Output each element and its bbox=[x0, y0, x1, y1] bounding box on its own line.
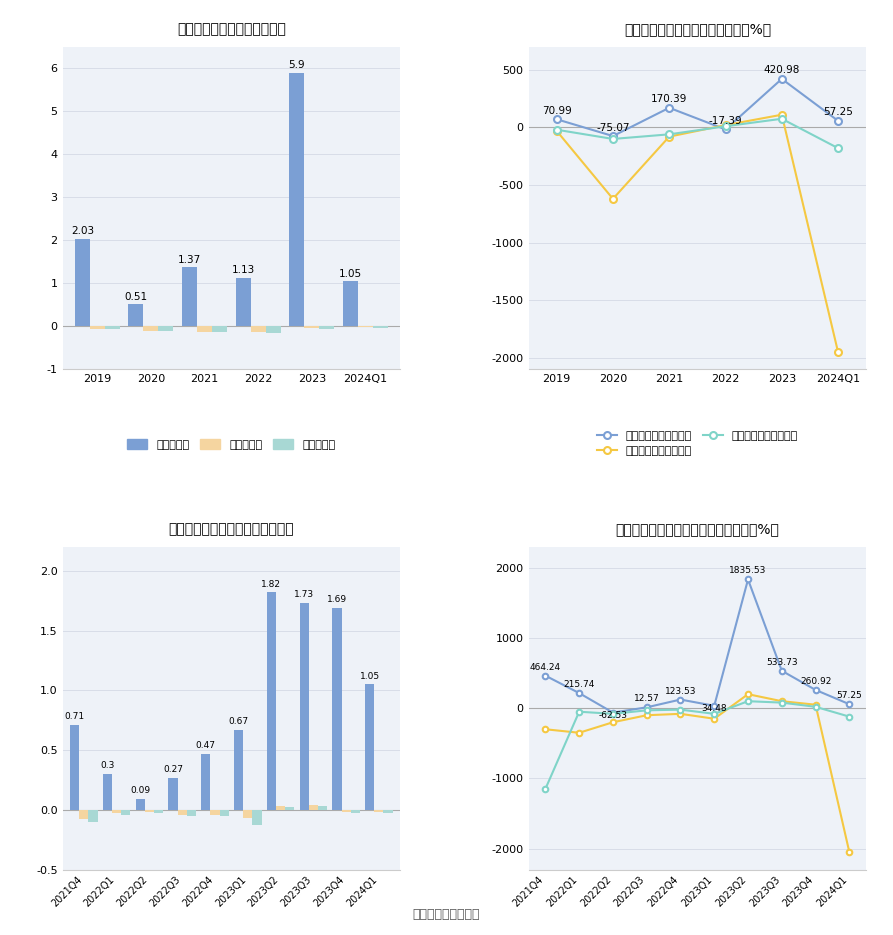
Bar bbox=[70, 725, 79, 810]
Text: 123.53: 123.53 bbox=[664, 686, 697, 696]
Bar bbox=[373, 326, 388, 327]
Bar bbox=[197, 326, 212, 332]
Text: 12.57: 12.57 bbox=[634, 695, 660, 703]
Legend: 营业总收入同比增长率, 归母净利润同比增长率, 扣非净利润同比增长率: 营业总收入同比增长率, 归母净利润同比增长率, 扣非净利润同比增长率 bbox=[592, 426, 803, 461]
Text: 数据来源：恒生聚源: 数据来源：恒生聚源 bbox=[413, 908, 480, 921]
Bar bbox=[332, 608, 341, 810]
Text: 0.51: 0.51 bbox=[124, 292, 147, 302]
Bar bbox=[320, 326, 334, 328]
Bar bbox=[201, 754, 211, 810]
Text: 0.47: 0.47 bbox=[196, 741, 216, 750]
Text: 1.37: 1.37 bbox=[178, 255, 201, 265]
Bar bbox=[285, 808, 295, 810]
Text: 0.09: 0.09 bbox=[130, 786, 150, 796]
Text: 215.74: 215.74 bbox=[563, 681, 595, 689]
Bar bbox=[178, 810, 187, 814]
Bar bbox=[154, 810, 163, 813]
Text: 533.73: 533.73 bbox=[766, 658, 797, 667]
Title: 历年营收、净利同比增长率情况（%）: 历年营收、净利同比增长率情况（%） bbox=[624, 22, 771, 36]
Bar bbox=[383, 810, 393, 813]
Bar bbox=[351, 810, 360, 813]
Text: 70.99: 70.99 bbox=[542, 106, 572, 116]
Text: 1835.53: 1835.53 bbox=[730, 567, 767, 575]
Text: 1.73: 1.73 bbox=[294, 591, 314, 599]
Bar bbox=[309, 805, 318, 810]
Text: 464.24: 464.24 bbox=[530, 663, 561, 671]
Text: 57.25: 57.25 bbox=[837, 691, 863, 700]
Text: 5.9: 5.9 bbox=[288, 60, 305, 70]
Bar bbox=[243, 810, 253, 818]
Text: 1.82: 1.82 bbox=[262, 580, 281, 589]
Bar bbox=[129, 305, 144, 326]
Bar bbox=[145, 810, 154, 813]
Text: 0.71: 0.71 bbox=[64, 712, 85, 722]
Bar bbox=[276, 806, 285, 810]
Text: 1.05: 1.05 bbox=[360, 671, 380, 681]
Bar bbox=[211, 810, 220, 814]
Text: 0.67: 0.67 bbox=[229, 717, 248, 726]
Text: 420.98: 420.98 bbox=[764, 65, 800, 76]
Bar bbox=[251, 326, 265, 332]
Bar bbox=[144, 326, 158, 331]
Bar bbox=[88, 810, 97, 822]
Bar bbox=[374, 810, 383, 813]
Text: 0.27: 0.27 bbox=[163, 765, 183, 774]
Bar bbox=[90, 326, 104, 328]
Text: 170.39: 170.39 bbox=[651, 94, 688, 105]
Bar bbox=[220, 810, 229, 815]
Bar bbox=[103, 774, 112, 810]
Text: 0.3: 0.3 bbox=[100, 761, 114, 770]
Bar bbox=[253, 810, 262, 826]
Title: 营收、净利同比增长率季度变动情况（%）: 营收、净利同比增长率季度变动情况（%） bbox=[615, 522, 780, 536]
Bar bbox=[234, 729, 243, 810]
Bar bbox=[212, 326, 227, 333]
Bar bbox=[75, 239, 90, 326]
Bar bbox=[318, 806, 327, 810]
Bar bbox=[305, 326, 320, 328]
Text: -17.39: -17.39 bbox=[709, 116, 742, 126]
Bar bbox=[169, 778, 178, 810]
Bar bbox=[79, 810, 88, 819]
Title: 历年营收、净利情况（亿元）: 历年营收、净利情况（亿元） bbox=[177, 22, 286, 36]
Bar bbox=[343, 281, 358, 326]
Text: 1.13: 1.13 bbox=[231, 266, 255, 275]
Text: -62.53: -62.53 bbox=[598, 711, 628, 720]
Bar bbox=[299, 603, 309, 810]
Text: 57.25: 57.25 bbox=[823, 108, 853, 118]
Bar bbox=[289, 73, 305, 326]
Text: 2.03: 2.03 bbox=[71, 226, 94, 237]
Bar bbox=[341, 810, 351, 813]
Text: 34.48: 34.48 bbox=[701, 704, 727, 712]
Text: -75.07: -75.07 bbox=[597, 122, 630, 133]
Bar bbox=[104, 326, 120, 329]
Bar bbox=[136, 799, 145, 810]
Bar bbox=[267, 592, 276, 810]
Bar bbox=[365, 684, 374, 810]
Bar bbox=[236, 278, 251, 326]
Text: 1.05: 1.05 bbox=[338, 268, 362, 279]
Bar bbox=[112, 810, 121, 813]
Bar bbox=[182, 267, 197, 326]
Bar bbox=[265, 326, 280, 333]
Text: 1.69: 1.69 bbox=[327, 596, 347, 604]
Title: 营收、净利季度变动情况（亿元）: 营收、净利季度变动情况（亿元） bbox=[169, 522, 294, 536]
Legend: 营业总收入, 归母净利润, 扣非净利润: 营业总收入, 归母净利润, 扣非净利润 bbox=[122, 435, 340, 454]
Bar bbox=[187, 810, 196, 815]
Text: 260.92: 260.92 bbox=[800, 677, 831, 686]
Bar bbox=[158, 326, 173, 331]
Bar bbox=[121, 810, 130, 814]
